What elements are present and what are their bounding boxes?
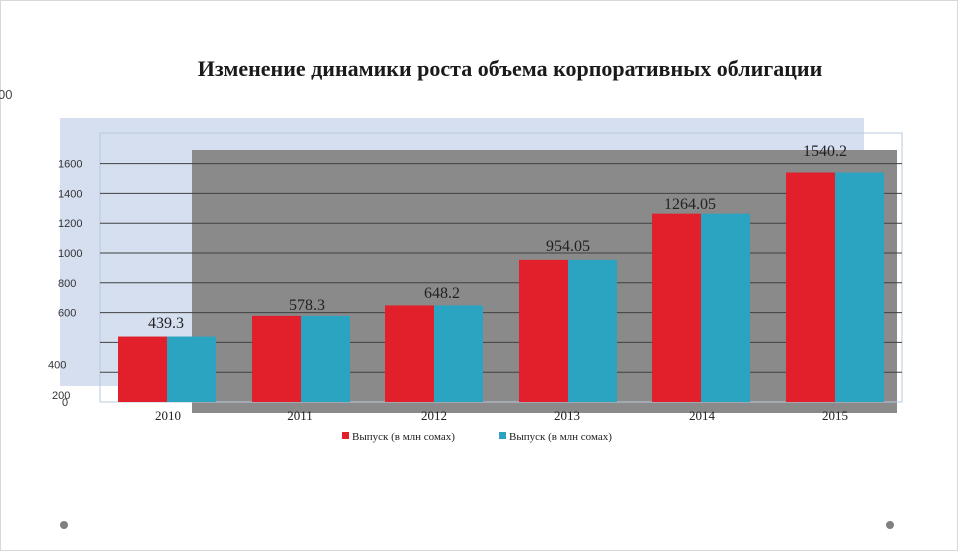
legend-swatch-1 — [342, 432, 349, 439]
y-tick-label: 800 — [58, 278, 76, 290]
bar-2012-series-1 — [385, 305, 434, 402]
y-tick-label: 1600 — [58, 159, 82, 171]
x-tick-label: 2011 — [287, 408, 313, 423]
x-tick-label: 2010 — [155, 408, 181, 423]
bar-2011-series-2 — [301, 315, 350, 402]
bar-2013-series-1 — [519, 259, 568, 402]
x-tick-label: 2014 — [689, 408, 716, 423]
stray-axis-label: 00 — [0, 87, 13, 102]
bar-2012-series-2 — [434, 305, 483, 402]
x-tick-label: 2013 — [554, 408, 580, 423]
bar-2014-series-1 — [652, 213, 701, 402]
bar-2013-series-2 — [568, 259, 617, 402]
y-tick-label: 1000 — [58, 248, 82, 260]
bars — [118, 172, 884, 402]
data-labels: 439.3 578.3 648.2 954.05 1264.05 1540.2 — [148, 143, 847, 332]
data-label: 578.3 — [289, 297, 325, 314]
legend-swatch-2 — [499, 432, 506, 439]
bar-2011-series-1 — [252, 315, 301, 402]
gridlines — [100, 163, 902, 373]
data-label: 439.3 — [148, 315, 184, 332]
x-axis-ticks: 2010 2011 2012 2013 2014 2015 — [155, 408, 848, 423]
y-tick-label: 600 — [58, 308, 76, 320]
bar-2015-series-1 — [786, 172, 835, 402]
plot-area-frame — [99, 132, 903, 403]
legend: Выпуск (в млн сомах) Выпуск (в млн сомах) — [342, 431, 612, 443]
y-tick-label: 1200 — [58, 218, 82, 230]
slide-dot-left — [60, 521, 68, 529]
bar-2015-series-2 — [835, 172, 884, 402]
y-tick-label: 200 — [52, 390, 70, 402]
slide-dot-right — [886, 521, 894, 529]
x-tick-label: 2015 — [822, 408, 848, 423]
bar-2010-series-1 — [118, 336, 167, 402]
data-label: 1540.2 — [803, 143, 847, 160]
y-tick-label: 0 — [62, 397, 68, 409]
y-tick-label: 1400 — [58, 188, 82, 200]
x-tick-label: 2012 — [421, 408, 447, 423]
data-label: 1264.05 — [664, 196, 716, 213]
legend-label-1: Выпуск (в млн сомах) — [352, 431, 455, 443]
data-label: 954.05 — [546, 238, 590, 255]
bar-2014-series-2 — [701, 213, 750, 402]
chart-title: Изменение динамики роста объема корпорат… — [197, 56, 823, 81]
y-tick-label: 400 — [48, 359, 66, 371]
bar-2010-series-2 — [167, 336, 216, 402]
legend-label-2: Выпуск (в млн сомах) — [509, 431, 612, 443]
data-label: 648.2 — [424, 285, 460, 302]
